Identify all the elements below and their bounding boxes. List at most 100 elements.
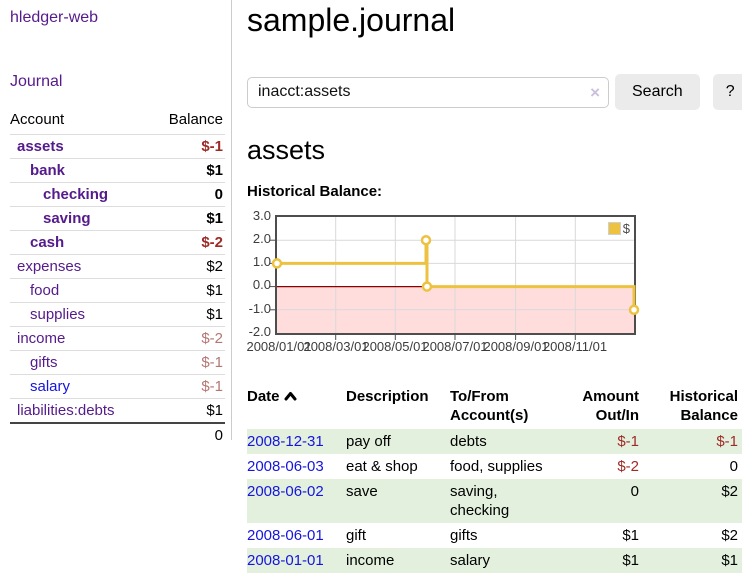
y-tick: 2.0	[252, 231, 271, 246]
header-date[interactable]: Date	[247, 383, 346, 429]
y-tick: -2.0	[248, 324, 271, 339]
account-balance: $1	[150, 302, 225, 327]
transaction-description: save	[346, 483, 378, 500]
account-balance: $1	[150, 158, 225, 183]
x-tick: 2008/11/01	[542, 339, 608, 354]
transaction-amount: 0	[630, 483, 639, 500]
page-title: sample.journal	[247, 2, 456, 38]
account-row-salary: salary $-1	[10, 374, 225, 399]
account-row-gifts: gifts $-1	[10, 350, 225, 375]
header-description[interactable]: Description	[346, 388, 429, 405]
sort-asc-icon	[284, 387, 297, 406]
transaction-description: pay off	[346, 433, 391, 450]
transaction-balance: $-1	[716, 433, 738, 450]
account-row-liabilities-debts: liabilities:debts $1	[10, 398, 225, 423]
account-link-gifts[interactable]: gifts	[30, 354, 58, 371]
transaction-date-link[interactable]: 2008-06-01	[247, 527, 324, 544]
accounts-table: Account Balance assets $-1 bank $1 check…	[10, 108, 225, 447]
transaction-date-link[interactable]: 2008-01-01	[247, 552, 324, 569]
transaction-date-link[interactable]: 2008-12-31	[247, 433, 324, 450]
account-balance: $-1	[150, 374, 225, 399]
help-button[interactable]: ?	[712, 74, 742, 110]
sidebar: hledger-web Journal Account Balance asse…	[0, 0, 232, 447]
account-balance: $1	[150, 398, 225, 423]
data-points	[271, 234, 640, 316]
account-link-assets[interactable]: assets	[17, 138, 64, 155]
search-form: × Search ?	[247, 74, 742, 110]
account-row-assets: assets $-1	[10, 134, 225, 159]
transaction-account: salary	[450, 552, 491, 569]
register-row[interactable]: 2008-06-02 save saving, checking 0 $2	[247, 479, 742, 523]
transaction-date-link[interactable]: 2008-06-03	[247, 458, 324, 475]
plot-area[interactable]: $	[270, 215, 640, 340]
register-header-row: Date Description To/From Account(s) Amou…	[247, 383, 742, 429]
account-link-saving[interactable]: saving	[43, 210, 91, 227]
transaction-amount: $1	[622, 552, 639, 569]
header-account[interactable]: To/From Account(s)	[450, 388, 529, 424]
x-tick: 2008/03/01	[303, 339, 369, 354]
plot-canvas	[270, 217, 640, 340]
search-input[interactable]	[247, 76, 609, 108]
register-row[interactable]: 2008-06-01 gift gifts $1 $2	[247, 523, 742, 548]
account-link-liabilities-debts[interactable]: liabilities:debts	[17, 402, 115, 419]
header-balance[interactable]: Historical Balance	[669, 388, 738, 424]
x-tick: 2008/09/01	[483, 339, 549, 354]
account-balance: $-2	[150, 326, 225, 351]
x-tick: 2008/05/01	[362, 339, 428, 354]
header-date-label: Date	[247, 388, 280, 405]
account-balance: $2	[150, 254, 225, 279]
register-row[interactable]: 2008-01-01 income salary $1 $1	[247, 548, 742, 573]
x-tick: 2008/07/01	[422, 339, 488, 354]
main-panel: sample.journal × Search ? assets Histori…	[246, 0, 742, 573]
account-row-expenses: expenses $2	[10, 254, 225, 279]
account-row-supplies: supplies $1	[10, 302, 225, 327]
register-row[interactable]: 2008-12-31 pay off debts $-1 $-1	[247, 429, 742, 454]
transaction-account: gifts	[450, 527, 478, 544]
account-row-cash: cash $-2	[10, 230, 225, 255]
app-brand-link[interactable]: hledger-web	[10, 9, 99, 26]
transaction-description: eat & shop	[346, 458, 418, 475]
x-tick: 2008/01/01	[246, 339, 312, 354]
account-link-bank[interactable]: bank	[30, 162, 66, 179]
account-link-income[interactable]: income	[17, 330, 66, 347]
account-row-food: food $1	[10, 278, 225, 303]
y-tick: -1.0	[248, 301, 271, 316]
account-row-checking: checking 0	[10, 182, 225, 207]
search-button[interactable]: Search	[615, 74, 700, 110]
transaction-balance: $1	[721, 552, 738, 569]
accounts-header-account: Account	[10, 111, 65, 128]
legend-swatch	[607, 222, 621, 235]
transaction-balance: $2	[721, 483, 738, 500]
account-link-supplies[interactable]: supplies	[30, 306, 86, 323]
transaction-amount: $-2	[617, 458, 639, 475]
transaction-account: food, supplies	[450, 458, 543, 475]
transaction-date-link[interactable]: 2008-06-02	[247, 483, 324, 500]
transaction-account: saving, checking	[450, 483, 510, 519]
account-link-expenses[interactable]: expenses	[17, 258, 82, 275]
transaction-account: debts	[450, 433, 487, 450]
account-balance: $-1	[150, 134, 225, 159]
account-link-cash[interactable]: cash	[30, 234, 65, 251]
account-row-bank: bank $1	[10, 158, 225, 183]
transaction-balance: $2	[721, 527, 738, 544]
transaction-description: gift	[346, 527, 367, 544]
y-tick: 0.0	[252, 277, 271, 292]
chart-title: Historical Balance:	[247, 183, 383, 200]
sidebar-item-journal[interactable]: Journal	[10, 73, 63, 90]
account-row-income: income $-2	[10, 326, 225, 351]
header-amount[interactable]: Amount Out/In	[582, 388, 639, 424]
account-link-salary[interactable]: salary	[30, 378, 71, 395]
clear-search-icon[interactable]: ×	[590, 82, 600, 102]
account-link-checking[interactable]: checking	[43, 186, 109, 203]
historical-balance-chart: 3.0 2.0 1.0 0.0 -1.0 -2.0	[246, 208, 742, 359]
account-link-food[interactable]: food	[30, 282, 60, 299]
accounts-header-balance: Balance	[168, 111, 223, 128]
accounts-total-value: 0	[150, 422, 225, 447]
y-tick: 3.0	[252, 208, 271, 223]
register-row[interactable]: 2008-06-03 eat & shop food, supplies $-2…	[247, 454, 742, 479]
legend-label: $	[622, 221, 630, 236]
account-heading: assets	[247, 135, 326, 165]
account-row-saving: saving $1	[10, 206, 225, 231]
account-balance: $-1	[150, 350, 225, 375]
account-balance: $-2	[150, 230, 225, 255]
